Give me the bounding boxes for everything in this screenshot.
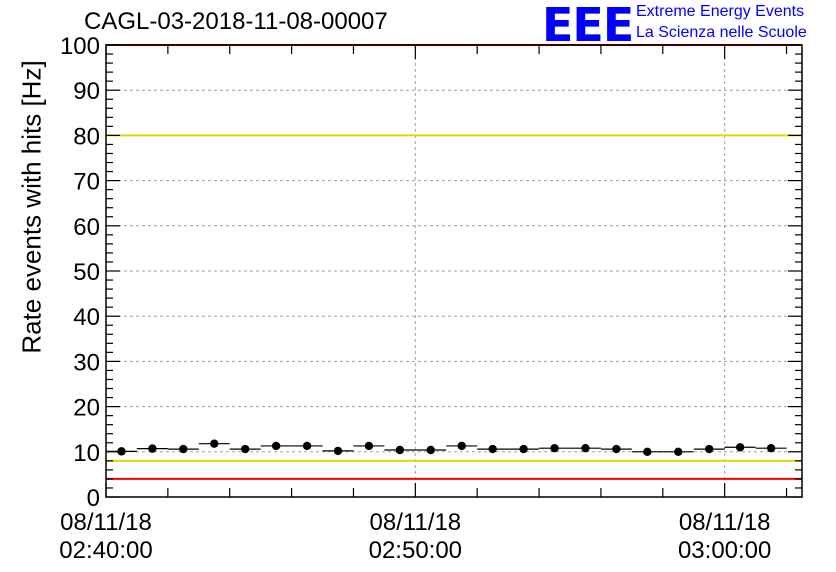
x-tick-label-date: 08/11/18 xyxy=(60,509,152,536)
y-tick-label: 40 xyxy=(73,304,100,331)
data-point xyxy=(302,441,312,451)
data-point xyxy=(241,444,250,454)
data-point xyxy=(364,441,374,451)
y-tick-label: 90 xyxy=(73,78,100,105)
data-point xyxy=(117,447,126,456)
y-tick-label: 60 xyxy=(73,214,100,241)
data-point xyxy=(581,443,590,453)
data-point xyxy=(457,441,466,451)
data-point xyxy=(148,444,157,453)
data-point xyxy=(333,446,343,456)
x-tick-label-date: 08/11/18 xyxy=(370,509,462,536)
data-point xyxy=(643,447,652,456)
data-point xyxy=(179,444,188,454)
x-tick-label-time: 02:40:00 xyxy=(59,537,152,564)
data-point xyxy=(426,445,435,455)
data-point xyxy=(705,444,714,454)
y-tick-label: 70 xyxy=(73,169,100,196)
y-tick-label: 30 xyxy=(73,349,100,376)
eee-logo: EEE xyxy=(542,0,634,52)
data-point xyxy=(612,444,621,454)
data-point xyxy=(674,447,683,456)
chart-title: CAGL-03-2018-11-08-00007 xyxy=(84,8,388,35)
data-point xyxy=(735,443,745,452)
y-tick-label: 0 xyxy=(87,485,100,512)
x-tick-label-date: 08/11/18 xyxy=(679,509,771,536)
data-point xyxy=(271,441,281,451)
x-tick-label-time: 02:50:00 xyxy=(369,537,462,564)
y-tick-label: 50 xyxy=(73,259,100,286)
data-point xyxy=(488,444,497,454)
y-tick-label: 80 xyxy=(73,123,100,150)
logo-subtitle-line2: La Scienza nelle Scuole xyxy=(636,24,807,41)
data-point xyxy=(395,445,405,455)
x-tick-label-time: 03:00:00 xyxy=(678,537,771,564)
data-point xyxy=(210,439,219,448)
data-point xyxy=(519,444,528,454)
logo-subtitle-line1: Extreme Energy Events xyxy=(636,3,805,20)
y-tick-label: 10 xyxy=(73,440,100,467)
y-tick-label: 100 xyxy=(60,33,100,60)
data-point xyxy=(550,443,559,453)
y-tick-label: 20 xyxy=(73,395,100,422)
data-point xyxy=(766,443,776,453)
